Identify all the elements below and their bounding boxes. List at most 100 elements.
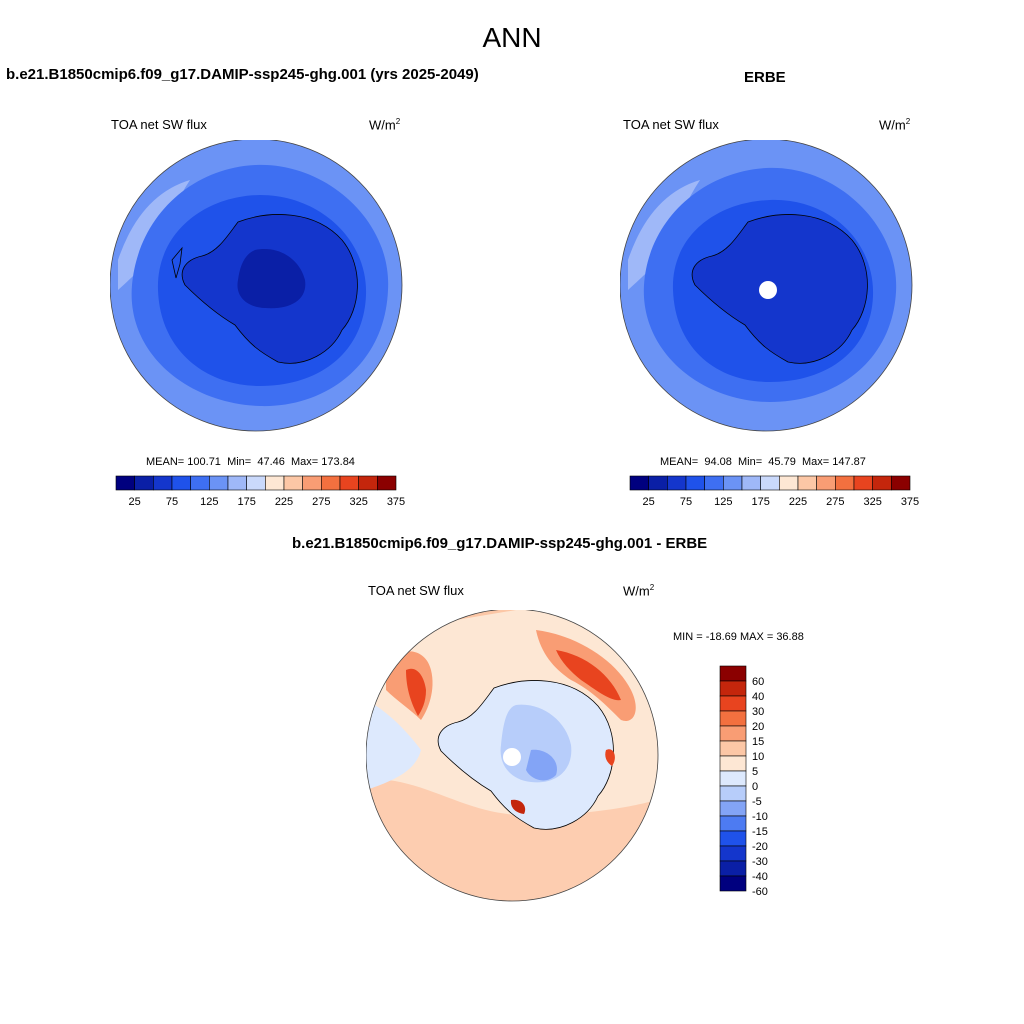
model-unit-label: W/m2 xyxy=(369,117,401,133)
diff-colorbar-box xyxy=(719,785,747,802)
diff-zone-20-40-east xyxy=(556,650,621,701)
diff-colorbar-label: 15 xyxy=(752,736,764,748)
obs-colorbar-box xyxy=(760,475,780,491)
diff-colorbar-box xyxy=(719,770,747,787)
model-colorbar-box xyxy=(283,475,303,491)
diff-colorbar-box xyxy=(719,830,747,847)
model-polar-map xyxy=(110,140,403,432)
obs-colorbar-label: 375 xyxy=(901,496,919,508)
model-colorbar-label: 325 xyxy=(349,496,367,508)
obs-colorbar-box xyxy=(667,475,687,491)
obs-colorbar-box xyxy=(835,475,855,491)
model-colorbar-box xyxy=(134,475,154,491)
diff-variable-label: TOA net SW flux xyxy=(368,583,464,598)
model-panel-title: b.e21.B1850cmip6.f09_g17.DAMIP-ssp245-gh… xyxy=(6,66,479,83)
diff-unit-label: W/m2 xyxy=(623,583,655,599)
obs-colorbar-box xyxy=(816,475,836,491)
diff-colorbar-box xyxy=(719,740,747,757)
model-stats: MEAN= 100.71 Min= 47.46 Max= 173.84 xyxy=(146,456,355,468)
obs-colorbar-label: 75 xyxy=(680,496,692,508)
obs-colorbar-label: 275 xyxy=(826,496,844,508)
obs-colorbar-box xyxy=(704,475,724,491)
model-zone-50-75 xyxy=(237,249,306,309)
diff-zone-20-40-peninsula xyxy=(406,668,426,716)
diff-colorbar-box xyxy=(719,680,747,697)
diff-colorbar-box xyxy=(719,755,747,772)
obs-colorbar-box xyxy=(629,475,649,491)
obs-colorbar-box xyxy=(872,475,892,491)
obs-panel-title: ERBE xyxy=(744,69,786,86)
diff-colorbar-box xyxy=(719,695,747,712)
model-colorbar-label: 225 xyxy=(275,496,293,508)
model-colorbar-label: 175 xyxy=(237,496,255,508)
model-colorbar-box xyxy=(339,475,359,491)
diff-missing-pole xyxy=(503,748,521,766)
diff-colorbar-box xyxy=(719,725,747,742)
diff-zone-coastal-south xyxy=(510,799,526,814)
diff-colorbar-label: 10 xyxy=(752,751,764,763)
diff-colorbar-box xyxy=(719,860,747,877)
model-colorbar-box xyxy=(265,475,285,491)
model-colorbar-box xyxy=(227,475,247,491)
diff-panel-title: b.e21.B1850cmip6.f09_g17.DAMIP-ssp245-gh… xyxy=(292,535,708,552)
obs-map-border xyxy=(620,140,913,432)
model-colorbar-label: 125 xyxy=(200,496,218,508)
diff-colorbar-label: -60 xyxy=(752,886,768,898)
diff-minmax: MIN = -18.69 MAX = 36.88 xyxy=(673,631,804,643)
diff-colorbar-box xyxy=(719,710,747,727)
obs-unit-label: W/m2 xyxy=(879,117,911,133)
diff-zone-5-10-lower xyxy=(366,779,658,901)
diff-colorbar-label: 5 xyxy=(752,766,758,778)
diff-colorbar-label: -30 xyxy=(752,856,768,868)
model-colorbar-box xyxy=(209,475,229,491)
diff-colorbar-box xyxy=(719,665,747,682)
diff-colorbar-label: -10 xyxy=(752,811,768,823)
main-title: ANN xyxy=(482,22,542,53)
diff-colorbar-label: -40 xyxy=(752,871,768,883)
obs-colorbar-label: 125 xyxy=(714,496,732,508)
obs-colorbar-box xyxy=(723,475,743,491)
model-colorbar-box xyxy=(302,475,322,491)
model-colorbar-box xyxy=(377,475,397,491)
model-map-border xyxy=(110,140,403,432)
model-colorbar-box xyxy=(153,475,173,491)
diff-colorbar-box xyxy=(719,845,747,862)
model-colorbar-box xyxy=(358,475,378,491)
diff-colorbar-label: -15 xyxy=(752,826,768,838)
model-colorbar-box xyxy=(171,475,191,491)
obs-stats: MEAN= 94.08 Min= 45.79 Max= 147.87 xyxy=(660,456,866,468)
model-colorbar-box xyxy=(246,475,266,491)
obs-colorbar-box xyxy=(853,475,873,491)
diff-zone-neg5-0-west xyxy=(366,700,421,790)
diff-polar-map xyxy=(366,610,659,902)
model-peninsula-coast xyxy=(171,246,183,279)
diff-map-border xyxy=(366,610,659,902)
obs-colorbar-label: 25 xyxy=(643,496,655,508)
obs-colorbar: 25 75 125 175 225 275 325 375 xyxy=(629,475,919,508)
model-colorbar-box xyxy=(190,475,210,491)
diff-zone-coastal-east xyxy=(605,749,615,766)
model-colorbar-label: 375 xyxy=(387,496,405,508)
diff-colorbar-label: 30 xyxy=(752,706,764,718)
obs-colorbar-box xyxy=(779,475,799,491)
obs-colorbar-box xyxy=(685,475,705,491)
diff-colorbar-label: -5 xyxy=(752,796,762,808)
obs-missing-pole xyxy=(759,281,777,299)
obs-colorbar-label: 175 xyxy=(751,496,769,508)
model-colorbar-box xyxy=(321,475,341,491)
diff-colorbar-box xyxy=(719,800,747,817)
model-colorbar-label: 275 xyxy=(312,496,330,508)
diff-colorbar-label: 0 xyxy=(752,781,758,793)
diff-colorbar-label: 40 xyxy=(752,691,764,703)
model-variable-label: TOA net SW flux xyxy=(111,117,207,132)
model-colorbar-box xyxy=(115,475,135,491)
obs-polar-map xyxy=(620,140,913,432)
obs-zone-75-100 xyxy=(691,214,868,364)
obs-colorbar-box xyxy=(891,475,911,491)
diff-colorbar-box xyxy=(719,875,747,892)
diff-colorbar-label: 20 xyxy=(752,721,764,733)
diff-zone-neg15-neg10 xyxy=(526,749,557,781)
obs-variable-label: TOA net SW flux xyxy=(623,117,719,132)
obs-colorbar-box xyxy=(797,475,817,491)
obs-colorbar-box xyxy=(648,475,668,491)
